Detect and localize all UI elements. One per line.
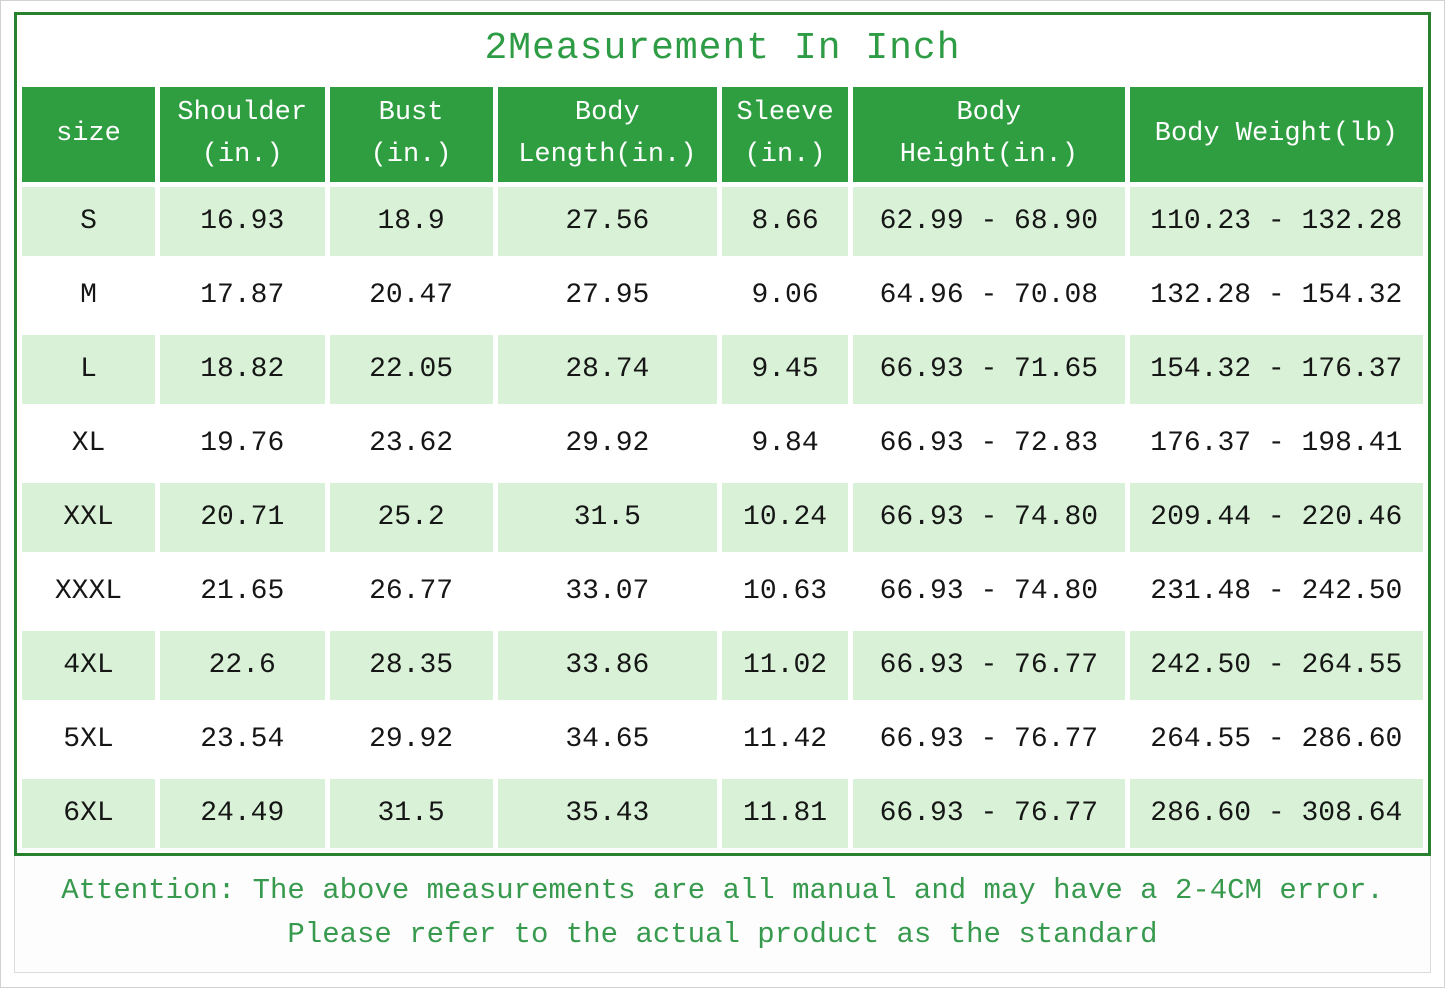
cell-size: M bbox=[22, 261, 155, 330]
column-header-sleeve: Sleeve (in.) bbox=[722, 87, 849, 182]
cell-body-weight: 242.50 - 264.55 bbox=[1129, 631, 1423, 700]
cell-body-weight: 209.44 - 220.46 bbox=[1129, 483, 1423, 552]
cell-shoulder: 22.6 bbox=[159, 631, 325, 700]
table-row-l: L 18.82 22.05 28.74 9.45 66.93 - 71.65 1… bbox=[22, 335, 1423, 404]
cell-body-height: 66.93 - 71.65 bbox=[853, 335, 1125, 404]
cell-bust: 20.47 bbox=[329, 261, 493, 330]
cell-sleeve: 10.63 bbox=[722, 557, 849, 626]
cell-body-height: 62.99 - 68.90 bbox=[853, 187, 1125, 256]
cell-sleeve: 9.45 bbox=[722, 335, 849, 404]
table-row-4xl: 4XL 22.6 28.35 33.86 11.02 66.93 - 76.77… bbox=[22, 631, 1423, 700]
cell-bust: 25.2 bbox=[329, 483, 493, 552]
column-header-body-weight: Body Weight(lb) bbox=[1129, 87, 1423, 182]
table-row-xxxl: XXXL 21.65 26.77 33.07 10.63 66.93 - 74.… bbox=[22, 557, 1423, 626]
cell-sleeve: 8.66 bbox=[722, 187, 849, 256]
column-header-size: size bbox=[22, 87, 155, 182]
table-row-s: S 16.93 18.9 27.56 8.66 62.99 - 68.90 11… bbox=[22, 187, 1423, 256]
cell-shoulder: 20.71 bbox=[159, 483, 325, 552]
cell-body-weight: 110.23 - 132.28 bbox=[1129, 187, 1423, 256]
cell-size: XL bbox=[22, 409, 155, 478]
cell-body-length: 27.56 bbox=[497, 187, 717, 256]
table-row-6xl: 6XL 24.49 31.5 35.43 11.81 66.93 - 76.77… bbox=[22, 779, 1423, 848]
table-row-xxl: XXL 20.71 25.2 31.5 10.24 66.93 - 74.80 … bbox=[22, 483, 1423, 552]
cell-shoulder: 21.65 bbox=[159, 557, 325, 626]
cell-body-length: 35.43 bbox=[497, 779, 717, 848]
cell-size: L bbox=[22, 335, 155, 404]
chart-title: 2Measurement In Inch bbox=[484, 27, 961, 70]
cell-body-length: 34.65 bbox=[497, 705, 717, 774]
cell-body-height: 64.96 - 70.08 bbox=[853, 261, 1125, 330]
cell-sleeve: 9.84 bbox=[722, 409, 849, 478]
size-chart-container: 2Measurement In Inch size Shoulder (in.)… bbox=[14, 12, 1431, 856]
cell-body-length: 27.95 bbox=[497, 261, 717, 330]
column-header-shoulder: Shoulder (in.) bbox=[159, 87, 325, 182]
cell-bust: 29.92 bbox=[329, 705, 493, 774]
table-row-m: M 17.87 20.47 27.95 9.06 64.96 - 70.08 1… bbox=[22, 261, 1423, 330]
cell-body-length: 33.86 bbox=[497, 631, 717, 700]
cell-shoulder: 19.76 bbox=[159, 409, 325, 478]
cell-body-weight: 286.60 - 308.64 bbox=[1129, 779, 1423, 848]
cell-sleeve: 9.06 bbox=[722, 261, 849, 330]
attention-line-1: Attention: The above measurements are al… bbox=[61, 874, 1384, 907]
cell-size: XXXL bbox=[22, 557, 155, 626]
cell-size: 6XL bbox=[22, 779, 155, 848]
cell-body-height: 66.93 - 76.77 bbox=[853, 705, 1125, 774]
cell-body-weight: 231.48 - 242.50 bbox=[1129, 557, 1423, 626]
cell-body-weight: 264.55 - 286.60 bbox=[1129, 705, 1423, 774]
size-chart-table: size Shoulder (in.) Bust (in.) Body Leng… bbox=[17, 82, 1428, 853]
cell-bust: 31.5 bbox=[329, 779, 493, 848]
cell-sleeve: 10.24 bbox=[722, 483, 849, 552]
cell-bust: 23.62 bbox=[329, 409, 493, 478]
cell-shoulder: 24.49 bbox=[159, 779, 325, 848]
cell-body-length: 29.92 bbox=[497, 409, 717, 478]
cell-sleeve: 11.81 bbox=[722, 779, 849, 848]
cell-body-height: 66.93 - 74.80 bbox=[853, 557, 1125, 626]
cell-size: XXL bbox=[22, 483, 155, 552]
cell-body-length: 33.07 bbox=[497, 557, 717, 626]
table-row-xl: XL 19.76 23.62 29.92 9.84 66.93 - 72.83 … bbox=[22, 409, 1423, 478]
cell-bust: 26.77 bbox=[329, 557, 493, 626]
column-header-body-height: Body Height(in.) bbox=[853, 87, 1125, 182]
cell-bust: 28.35 bbox=[329, 631, 493, 700]
attention-note: Attention: The above measurements are al… bbox=[14, 856, 1431, 973]
cell-size: 4XL bbox=[22, 631, 155, 700]
cell-body-height: 66.93 - 76.77 bbox=[853, 631, 1125, 700]
cell-body-height: 66.93 - 72.83 bbox=[853, 409, 1125, 478]
cell-body-weight: 154.32 - 176.37 bbox=[1129, 335, 1423, 404]
cell-bust: 18.9 bbox=[329, 187, 493, 256]
cell-sleeve: 11.02 bbox=[722, 631, 849, 700]
column-header-body-length: Body Length(in.) bbox=[497, 87, 717, 182]
header-row: size Shoulder (in.) Bust (in.) Body Leng… bbox=[22, 87, 1423, 182]
cell-body-height: 66.93 - 76.77 bbox=[853, 779, 1125, 848]
cell-body-height: 66.93 - 74.80 bbox=[853, 483, 1125, 552]
cell-shoulder: 23.54 bbox=[159, 705, 325, 774]
cell-bust: 22.05 bbox=[329, 335, 493, 404]
attention-line-2: Please refer to the actual product as th… bbox=[287, 918, 1158, 951]
cell-shoulder: 17.87 bbox=[159, 261, 325, 330]
cell-size: S bbox=[22, 187, 155, 256]
cell-size: 5XL bbox=[22, 705, 155, 774]
cell-body-weight: 132.28 - 154.32 bbox=[1129, 261, 1423, 330]
table-row-5xl: 5XL 23.54 29.92 34.65 11.42 66.93 - 76.7… bbox=[22, 705, 1423, 774]
cell-shoulder: 16.93 bbox=[159, 187, 325, 256]
cell-body-weight: 176.37 - 198.41 bbox=[1129, 409, 1423, 478]
cell-body-length: 31.5 bbox=[497, 483, 717, 552]
cell-body-length: 28.74 bbox=[497, 335, 717, 404]
column-header-bust: Bust (in.) bbox=[329, 87, 493, 182]
cell-sleeve: 11.42 bbox=[722, 705, 849, 774]
cell-shoulder: 18.82 bbox=[159, 335, 325, 404]
